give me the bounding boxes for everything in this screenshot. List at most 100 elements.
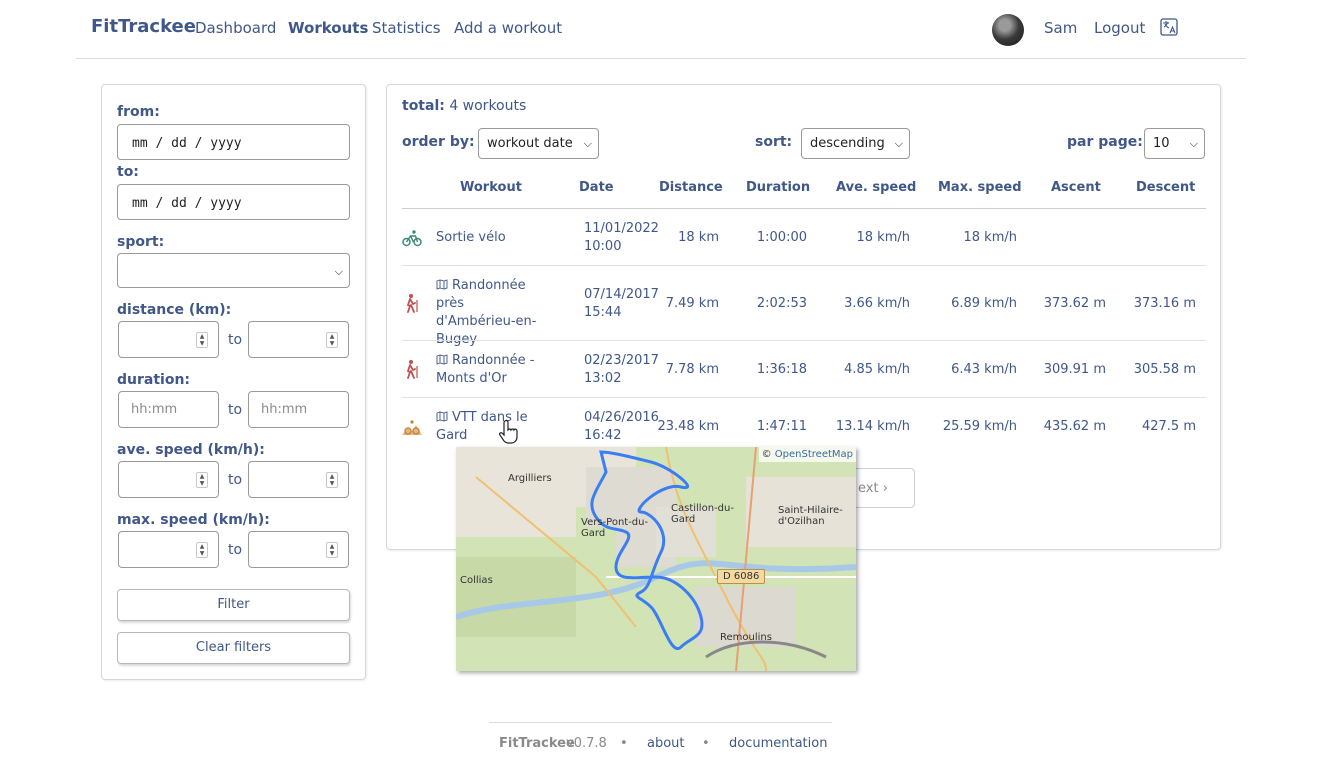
workout-distance: 18 km [678,230,719,245]
workout-map-preview: © OpenStreetMap Argilliers Vers-Pont-du-… [456,447,856,671]
map-tiles [456,447,856,671]
footer: FitTrackee v0.7.8 • about • documentatio… [489,722,832,761]
footer-version: v0.7.8 [566,736,607,751]
spinner-icon[interactable]: ▲ ▼ [196,472,208,488]
ave-speed-min-input[interactable]: ▲ ▼ [118,461,219,498]
hand-cursor-icon [499,419,518,444]
spinner-icon[interactable]: ▲ ▼ [326,332,338,348]
filter-button[interactable]: Filter [117,589,350,621]
workout-distance: 23.48 km [657,419,719,434]
workout-date-day: 04/26/2016 [584,410,659,425]
footer-about-link[interactable]: about [647,736,685,751]
hiking-icon [406,360,418,379]
nav-user[interactable]: Sam [1044,19,1078,37]
from-label: from: [117,104,160,120]
spinner-icon[interactable]: ▲ ▼ [196,332,208,348]
workouts-panel: total: 4 workouts order by: workout date… [386,84,1221,550]
order-by-select[interactable]: workout date ⌵ [478,128,599,159]
workout-date-time: 10:00 [584,239,622,254]
osm-link[interactable]: OpenStreetMap [774,449,853,460]
per-page-select[interactable]: 10 ⌵ [1144,128,1205,159]
ave-speed-max-input[interactable]: ▲ ▼ [248,461,349,498]
chevron-right-icon: › [882,481,888,496]
workout-title-link[interactable]: VTT dans le Gard [436,409,546,445]
footer-documentation-link[interactable]: documentation [729,736,828,751]
cycling-icon [402,230,422,247]
footer-separator: • [620,736,628,751]
nav-statistics[interactable]: Statistics [372,19,441,37]
max-speed-min-input[interactable]: ▲ ▼ [118,531,219,568]
col-ave-speed: Ave. speed [836,180,917,195]
workout-duration: 1:47:11 [756,419,807,434]
map-place-label: Argilliers [508,473,552,484]
workout-title-link[interactable]: Randonnée - Monts d'Or [436,352,546,388]
col-distance: Distance [659,180,723,195]
duration-max-input[interactable]: hh:mm [248,391,349,428]
chevron-down-icon: ⌵ [583,137,592,150]
sport-select[interactable]: ⌵ [117,253,350,288]
clear-filters-button[interactable]: Clear filters [117,632,350,664]
workout-ave-speed: 18 km/h [856,230,911,245]
workout-ascent: 373.62 m [1043,296,1106,311]
workout-ave-speed: 4.85 km/h [844,362,910,377]
avatar[interactable] [992,14,1024,46]
row-divider [402,340,1206,341]
workout-descent: 305.58 m [1133,362,1196,377]
sort-value: descending [810,136,885,151]
total-count: total: 4 workouts [402,98,526,114]
col-date: Date [579,180,614,195]
workout-title-text: Randonnée près d'Ambérieu-en-Bugey [436,278,537,347]
from-date-input[interactable]: mm / dd / yyyy [117,124,350,160]
nav-add-workout[interactable]: Add a workout [454,19,563,37]
per-page-value: 10 [1153,136,1170,151]
spinner-icon[interactable]: ▲ ▼ [326,472,338,488]
workout-max-speed: 18 km/h [963,230,1018,245]
max-speed-label: max. speed (km/h): [117,512,270,528]
hiking-icon [406,294,418,313]
footer-brand: FitTrackee [499,736,575,751]
distance-label: distance (km): [117,302,232,318]
sort-select[interactable]: descending ⌵ [801,128,910,159]
row-divider [402,397,1206,398]
ave-speed-label: ave. speed (km/h): [117,442,265,458]
workout-title-link[interactable]: Sortie vélo [436,230,506,245]
nav-workouts[interactable]: Workouts [288,19,369,37]
sort-label: sort: [755,134,793,150]
max-speed-max-input[interactable]: ▲ ▼ [248,531,349,568]
workout-date-time: 15:44 [584,305,622,320]
navbar: FitTrackee Dashboard Workouts Statistics… [76,0,1246,59]
map-place-label: Vers-Pont-du-Gard [581,517,649,539]
translate-icon[interactable] [1160,18,1178,36]
spinner-icon[interactable]: ▲ ▼ [196,542,208,558]
to-label: to: [117,164,139,180]
distance-max-input[interactable]: ▲ ▼ [248,321,349,358]
spinner-icon[interactable]: ▲ ▼ [326,542,338,558]
chevron-down-icon: ⌵ [1189,137,1198,150]
workout-date: 11/01/2022 10:00 [584,220,659,256]
ave-speed-to-label: to [228,472,243,488]
workout-date: 04/26/2016 16:42 [584,409,659,445]
max-speed-to-label: to [228,542,243,558]
duration-min-input[interactable]: hh:mm [118,391,219,428]
nav-logout[interactable]: Logout [1094,19,1146,37]
map-icon [436,354,448,365]
chevron-down-icon: ⌵ [894,137,903,150]
col-workout: Workout [460,180,522,195]
filters-panel: from: mm / dd / yyyy to: mm / dd / yyyy … [101,84,366,680]
to-date-input[interactable]: mm / dd / yyyy [117,184,350,220]
nav-dashboard[interactable]: Dashboard [195,19,277,37]
distance-min-input[interactable]: ▲ ▼ [118,321,219,358]
chevron-down-icon: ⌵ [334,265,343,278]
workout-max-speed: 25.59 km/h [942,419,1017,434]
col-ascent: Ascent [1051,180,1101,195]
brand-logo[interactable]: FitTrackee [91,16,196,37]
workout-max-speed: 6.89 km/h [951,296,1017,311]
col-max-speed: Max. speed [938,180,1022,195]
col-duration: Duration [746,180,811,195]
map-icon [436,411,448,422]
workout-ascent: 309.91 m [1043,362,1106,377]
workout-max-speed: 6.43 km/h [951,362,1017,377]
workout-title-link[interactable]: Randonnée près d'Ambérieu-en-Bugey [436,277,546,349]
workout-date-day: 02/23/2017 [584,353,659,368]
workout-distance: 7.78 km [665,362,719,377]
